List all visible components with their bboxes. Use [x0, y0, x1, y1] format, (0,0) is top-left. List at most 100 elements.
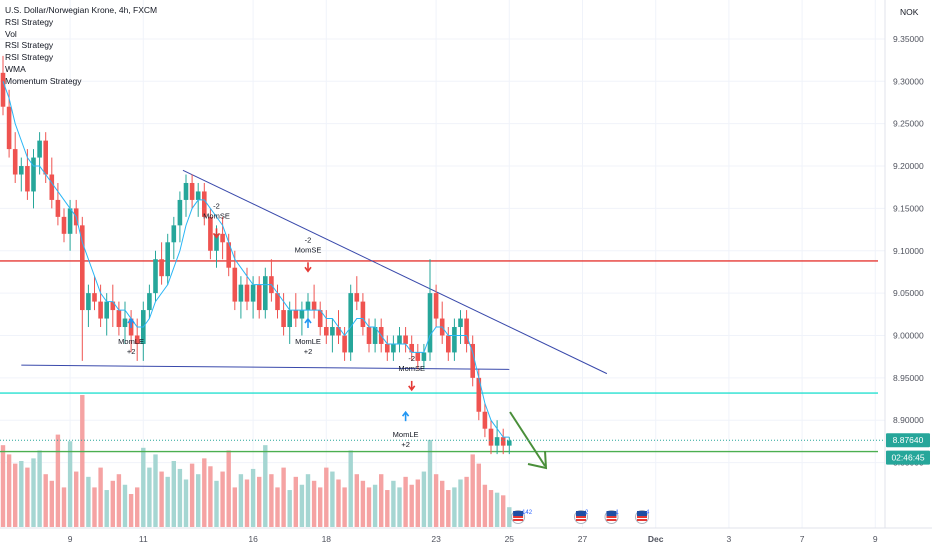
volume-bar — [464, 476, 469, 527]
volume-bar — [263, 445, 268, 527]
forecast-arrow[interactable] — [509, 411, 548, 470]
candle-body — [500, 437, 506, 446]
candle-body — [433, 293, 439, 319]
volume-bar — [415, 479, 420, 527]
candle-body — [452, 327, 457, 353]
price-tick-label: 9.00000 — [893, 330, 924, 340]
signal-label: MomLE — [118, 337, 144, 346]
volume-bar — [165, 476, 170, 527]
chart-legend: U.S. Dollar/Norwegian Krone, 4h, FXCM RS… — [5, 5, 157, 88]
wma-line — [2, 81, 510, 438]
volume-bar — [458, 479, 463, 527]
price-tags: 8.87640 02:46:45 — [0, 433, 930, 465]
volume-bar — [403, 476, 408, 527]
candle-body — [92, 293, 97, 302]
candle-body — [372, 327, 378, 344]
volume-bars — [0, 395, 512, 527]
event-markers[interactable]: 142 2 1 4 — [511, 510, 650, 524]
time-axis[interactable]: 9 11 16 18 23 25 27 Dec 3 7 9 — [68, 534, 878, 544]
candle-body — [98, 301, 103, 319]
candle-body — [55, 199, 61, 217]
legend-indicator[interactable]: RSI Strategy — [5, 16, 54, 27]
candle-body — [293, 310, 299, 319]
volume-bar — [330, 471, 335, 527]
candle-body — [446, 335, 451, 353]
arrow-up-icon — [127, 317, 135, 328]
candle-body — [244, 284, 250, 302]
price-tick-label: 9.20000 — [893, 161, 924, 171]
trendlines[interactable] — [21, 169, 608, 375]
candle-body — [159, 259, 164, 277]
date-tick-label: 23 — [431, 534, 441, 544]
volume-bar — [110, 480, 115, 527]
volume-bar — [446, 490, 451, 527]
volume-bar — [433, 474, 439, 527]
candle-body — [421, 352, 427, 361]
volume-bar — [244, 479, 250, 527]
volume-bar — [183, 479, 189, 527]
candle-body — [195, 191, 201, 200]
arrow-up-icon — [401, 410, 410, 422]
volume-bar — [476, 463, 481, 527]
legend-indicator[interactable]: WMA — [5, 63, 26, 74]
legend-indicator[interactable]: Momentum Strategy — [5, 75, 82, 86]
volume-bar — [6, 454, 12, 527]
price-tick-label: 9.15000 — [893, 203, 924, 213]
arrow-head — [304, 317, 312, 324]
candle-body — [171, 225, 177, 243]
volume-bar — [196, 474, 201, 527]
volume-bar — [122, 484, 128, 527]
date-tick-label: 25 — [505, 534, 515, 544]
candle-body — [366, 327, 372, 344]
price-axis[interactable]: NOK 9.35000 9.30000 9.25000 9.20000 9.15000 9.… — [0, 0, 932, 529]
flag-stripe — [513, 519, 524, 521]
candle-body — [403, 335, 408, 344]
flag-icon: 1 — [604, 510, 620, 524]
legend-indicator[interactable]: RSI Strategy — [5, 52, 54, 63]
signal-label: MomSE — [398, 364, 425, 373]
flag-canton — [606, 511, 617, 516]
horizontal-levels[interactable] — [0, 260, 878, 453]
legend-indicator[interactable]: Vol — [5, 28, 17, 39]
candle-body — [427, 293, 433, 353]
date-tick-label: 9 — [873, 534, 878, 544]
candle-body — [116, 310, 122, 328]
candle-body — [342, 335, 347, 353]
legend-indicator[interactable]: RSI Strategy — [5, 40, 54, 51]
volume-bar — [269, 474, 274, 527]
volume-bar — [0, 445, 6, 527]
candle-body — [6, 106, 12, 150]
candle-body — [494, 437, 500, 446]
flag-icon: 142 — [511, 510, 533, 524]
candle-body — [61, 216, 67, 234]
flag-canton — [513, 511, 524, 516]
signal-label: MomSE — [295, 245, 322, 254]
event-count: 1 — [616, 510, 620, 516]
candle-body — [458, 318, 463, 328]
arrow-up-icon — [304, 317, 312, 328]
candle-body — [0, 72, 6, 107]
candle-body — [470, 343, 475, 378]
candle-body — [226, 242, 231, 268]
signal-label: +2 — [401, 440, 410, 449]
event-count: 142 — [522, 510, 533, 516]
candle-body — [122, 318, 128, 328]
volume-bar — [397, 487, 402, 527]
candle-body — [287, 310, 292, 328]
candle-body — [482, 411, 488, 429]
chart-title[interactable]: U.S. Dollar/Norwegian Krone, 4h, FXCM — [5, 5, 158, 15]
volume-bar — [421, 471, 427, 527]
event-count: 4 — [646, 510, 650, 516]
arrow-down-icon — [304, 262, 312, 273]
price-tick-label: 9.30000 — [893, 76, 924, 86]
candle-body — [86, 293, 91, 311]
date-tick-label: 18 — [322, 534, 332, 544]
chart-grid — [0, 0, 885, 528]
candle-body — [311, 301, 317, 311]
forecast-arrow-head — [527, 450, 548, 470]
volume-bar — [98, 467, 103, 527]
volume-bar — [141, 447, 146, 527]
volume-bar — [281, 467, 286, 527]
volume-bar — [43, 474, 48, 527]
